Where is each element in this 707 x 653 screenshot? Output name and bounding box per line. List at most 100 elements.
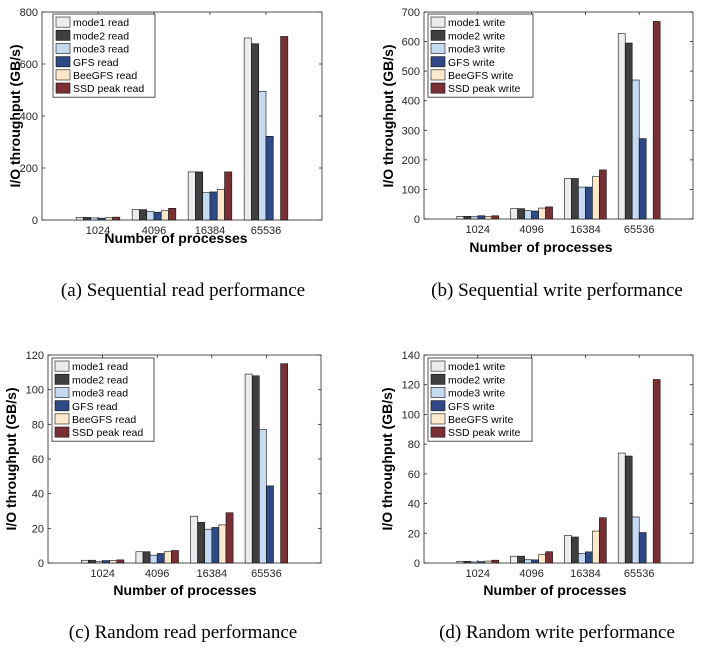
- bar-gfs-write-1024: [477, 215, 486, 220]
- bar-mode1-read-4096: [131, 209, 140, 221]
- axes-box: [423, 354, 694, 564]
- x-tick-label: 65536: [251, 568, 282, 580]
- x-tick-label: 1024: [86, 225, 110, 237]
- y-tick-label: 140: [402, 350, 420, 362]
- legend-label: mode3 read: [72, 388, 128, 400]
- y-axis-label-b: I/O throughput (GB/s): [380, 44, 396, 187]
- legend-swatch: [430, 29, 446, 41]
- bar-mode1-read-16384: [190, 515, 198, 564]
- bar-mode2-write-1024: [463, 561, 472, 564]
- legend-swatch: [54, 400, 70, 412]
- panel-b: 0 100 200 300 400 500 600 700 1024 4096 16384 65536…: [380, 7, 694, 301]
- bar-gfs-write-4096: [531, 210, 539, 220]
- legend-swatch: [54, 413, 70, 425]
- bar-mode1-write-65536: [617, 452, 626, 564]
- bar-gfs-write-65536: [638, 532, 647, 564]
- legend-box: [427, 13, 534, 98]
- legend-label: mode1 read: [73, 17, 129, 29]
- bar-mode2-write-4096: [517, 208, 525, 220]
- plot-area-c: 0 20 40 60 80 100 120 1024 4096 16384 65536 mode1 r…: [26, 350, 322, 580]
- y-tick-label: 100: [402, 409, 420, 421]
- plot-area-d: 0 20 40 60 80 100 120 140 1024 4096 16384 65536 mode…: [402, 350, 694, 580]
- bar-mode3-read-16384: [204, 528, 213, 564]
- legend-label: mode2 read: [73, 30, 129, 42]
- bar-gfs-read-4096: [153, 211, 162, 221]
- bar-gfs-write-4096: [531, 559, 539, 564]
- bar-ssd-peak-write-1024: [491, 559, 500, 564]
- x-tick-label: 4096: [142, 225, 166, 237]
- y-tick-label: 0: [38, 558, 44, 570]
- y-tick-label: 40: [32, 489, 44, 501]
- legend-swatch: [430, 387, 446, 398]
- y-tick-label: 500: [402, 66, 420, 78]
- legend-label: BeeGFS write: [448, 414, 514, 426]
- bar-ssd-peak-read-4096: [168, 208, 177, 221]
- x-tick-label: 1024: [90, 568, 114, 580]
- bar-mode1-read-1024: [81, 559, 89, 564]
- bar-mode3-write-65536: [631, 79, 640, 220]
- bar-mode3-read-4096: [146, 211, 155, 221]
- bar-beegfs-write-1024: [484, 560, 493, 564]
- x-tick-label: 1024: [466, 568, 490, 580]
- bar-gfs-read-65536: [266, 485, 274, 564]
- y-tick-label: 40: [408, 499, 420, 511]
- x-tick-label: 16384: [570, 568, 601, 580]
- bar-gfs-read-1024: [102, 560, 110, 564]
- bar-mode3-write-16384: [578, 553, 586, 564]
- bar-mode1-write-4096: [510, 208, 518, 220]
- x-axis-label-b: Number of processes: [469, 239, 612, 255]
- bar-beegfs-write-4096: [538, 554, 546, 564]
- bar-ssd-peak-write-65536: [652, 21, 661, 220]
- bar-mode3-read-16384: [202, 192, 211, 221]
- y-tick-label: 60: [32, 454, 44, 466]
- y-tick-label: 200: [402, 155, 420, 167]
- bar-beegfs-read-16384: [218, 524, 227, 564]
- x-tick-label: 65536: [251, 225, 282, 237]
- legend-label: mode1 write: [448, 17, 505, 29]
- legend-label: mode1 write: [448, 361, 505, 373]
- legend-label: SSD peak write: [448, 427, 521, 439]
- bar-ssd-peak-write-4096: [545, 551, 553, 564]
- bar-beegfs-read-16384: [216, 189, 225, 221]
- bar-ssd-peak-read-65536: [280, 36, 289, 221]
- legend-label: GFS write: [448, 57, 495, 69]
- y-tick-label: 600: [20, 59, 38, 71]
- bar-mode2-read-1024: [83, 217, 92, 221]
- y-tick-label: 80: [32, 419, 44, 431]
- bar-mode3-read-4096: [149, 554, 158, 564]
- y-tick-label: 400: [20, 111, 38, 123]
- panel-a: 0 200 400 600 800 1024 4096 16384 65536 mode1 rea…: [7, 7, 323, 301]
- legend-swatch: [54, 360, 70, 372]
- y-tick-label: 100: [402, 184, 420, 196]
- legend-label: SSD peak read: [73, 83, 144, 95]
- bar-beegfs-read-4096: [160, 210, 169, 221]
- legend-swatch: [55, 69, 71, 81]
- legend-swatch: [54, 373, 70, 385]
- x-axis-label-d: Number of processes: [483, 582, 626, 598]
- bar-mode2-read-1024: [88, 559, 96, 564]
- y-tick-label: 700: [402, 7, 420, 19]
- bar-ssd-peak-read-16384: [224, 171, 233, 221]
- y-tick-label: 0: [32, 215, 38, 227]
- legend-swatch: [430, 43, 446, 54]
- legend-swatch: [430, 373, 446, 385]
- y-tick-label: 20: [32, 523, 44, 535]
- bar-beegfs-write-16384: [592, 530, 600, 564]
- bar-mode1-read-65536: [243, 37, 252, 221]
- x-axis-label-a: Number of processes: [104, 230, 247, 246]
- x-tick-label: 65536: [624, 568, 655, 580]
- y-tick-label: 60: [408, 469, 420, 481]
- legend-label: BeeGFS read: [72, 414, 136, 426]
- bar-ssd-peak-write-16384: [599, 517, 607, 564]
- legend-label: SSD peak write: [448, 83, 521, 95]
- bar-gfs-read-16384: [211, 527, 220, 564]
- bar-mode2-write-16384: [571, 178, 579, 220]
- legend-label: GFS read: [73, 57, 119, 69]
- x-tick-label: 4096: [519, 568, 543, 580]
- y-tick-label: 200: [20, 163, 38, 175]
- bar-gfs-read-4096: [156, 553, 165, 564]
- bar-gfs-read-1024: [97, 217, 106, 221]
- y-tick-label: 0: [414, 558, 420, 570]
- bar-mode3-read-1024: [90, 217, 99, 221]
